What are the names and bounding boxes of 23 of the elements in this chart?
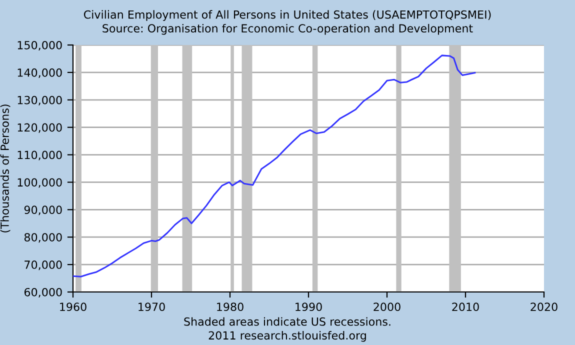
x-tick-label: 1980 <box>217 302 244 312</box>
y-tick-label: 90,000 <box>24 206 62 216</box>
y-tick-label: 130,000 <box>18 96 62 106</box>
y-tick-label: 140,000 <box>18 68 62 78</box>
y-axis-title: (Thousands of Persons) <box>0 104 10 232</box>
line-series <box>73 54 476 278</box>
y-tick-label: 80,000 <box>24 233 62 243</box>
y-tick-label: 110,000 <box>18 150 62 160</box>
x-tick-label: 1960 <box>60 302 86 312</box>
x-tick-label: 1990 <box>296 302 322 312</box>
text: Shaded areas indicate US recessions. <box>184 317 390 326</box>
y-tick-label: 150,000 <box>18 40 62 51</box>
chart-subtitle: Source: Organisation for Economic Co-operation and Development <box>102 24 473 35</box>
y-tick-label: 60,000 <box>24 288 62 298</box>
y-tick-label: 120,000 <box>18 123 62 133</box>
y-tick-label: 70,000 <box>24 260 62 270</box>
x-tick-label: 2020 <box>530 302 558 312</box>
x-tick-label: 1970 <box>138 302 165 312</box>
y-tick-label: 100,000 <box>18 178 62 188</box>
x-tick-label: 2000 <box>374 302 400 312</box>
x-tick-label: 2010 <box>452 302 479 312</box>
chart-title: Civilian Employment of All Persons in United States (USAEMPTOTQPSMEI) <box>84 10 491 21</box>
text: 2011 research.stlouisfed.org <box>208 331 366 342</box>
